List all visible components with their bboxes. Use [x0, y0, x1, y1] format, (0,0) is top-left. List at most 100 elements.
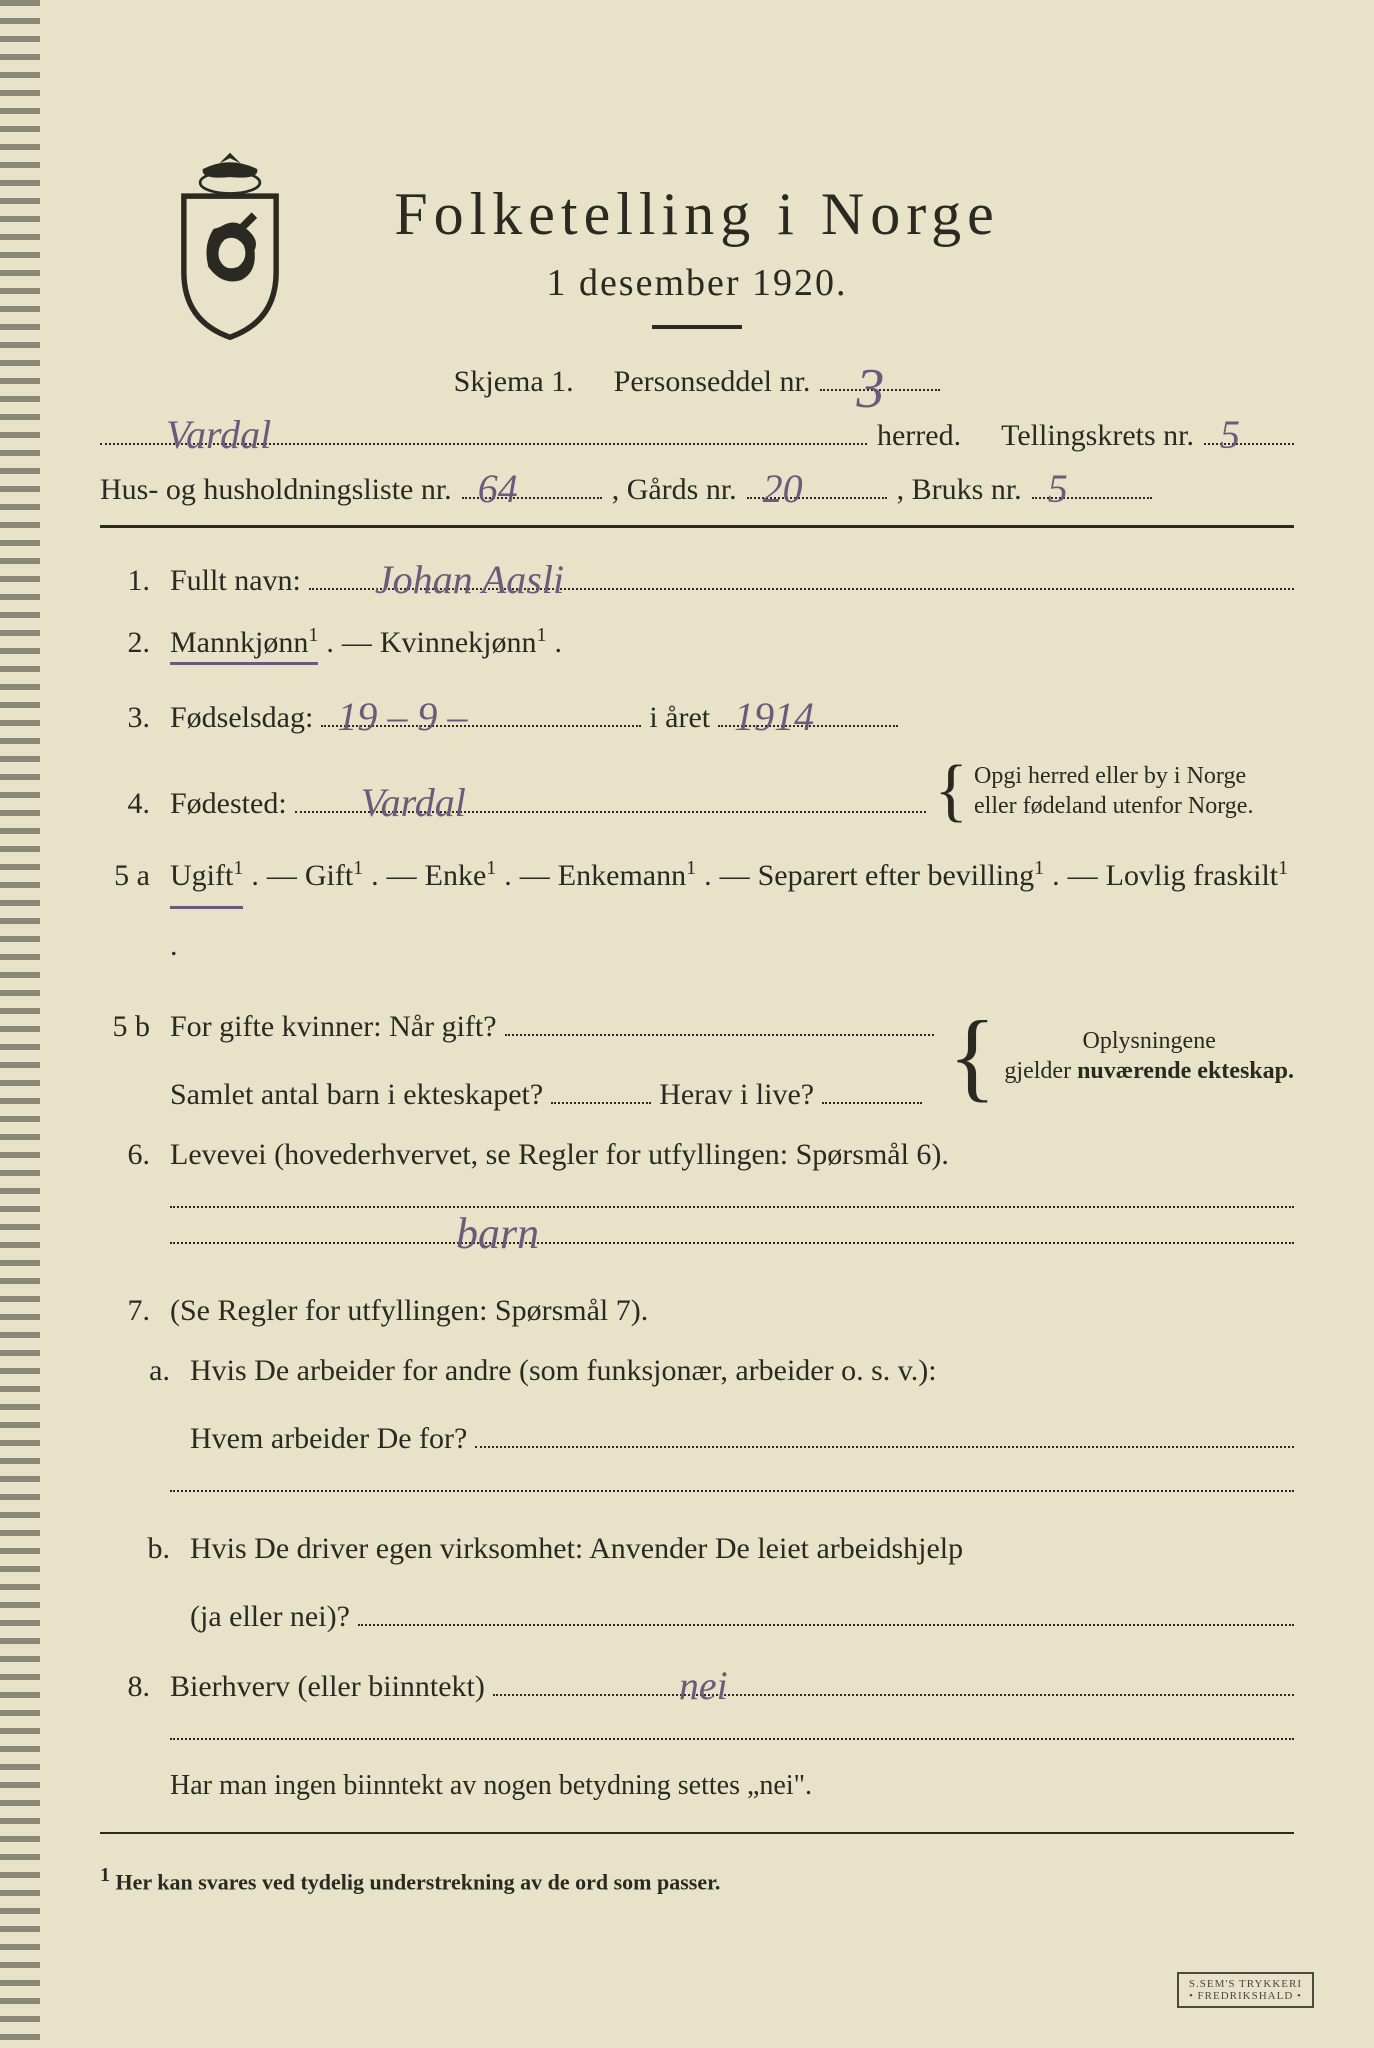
skjema-label: Skjema 1. — [454, 365, 574, 399]
header: Folketelling i Norge 1 desember 1920. — [100, 180, 1294, 329]
q5b-l1-field — [505, 1000, 935, 1036]
q6: 6. Levevei (hovederhvervet, se Regler fo… — [100, 1138, 1294, 1172]
q3-day-field: 19 – 9 – — [321, 691, 641, 727]
herred-field: Vardal — [100, 409, 867, 445]
q2-male: Mannkjønn1 — [170, 624, 318, 665]
q7a-letter: a. — [130, 1354, 170, 1388]
q5b-num: 5 b — [100, 1010, 150, 1044]
herred-label: herred. — [877, 419, 961, 453]
printer-stamp: S.SEM'S TRYKKERI• FREDRIKSHALD • — [1177, 1972, 1314, 2008]
q6-label: Levevei (hovederhvervet, se Regler for u… — [170, 1138, 949, 1172]
q4-label: Fødested: — [170, 787, 287, 821]
meta-row-2: Vardal herred. Tellingskrets nr. 5 — [100, 409, 1294, 453]
q4-field: Vardal — [295, 777, 927, 813]
q5a: 5 a Ugift1. — Gift1. — Enke1. — Enkemann… — [100, 847, 1294, 974]
q3-day-value: 19 – 9 – — [331, 693, 473, 729]
bruks-value: 5 — [1042, 465, 1074, 501]
coat-of-arms-icon — [160, 150, 300, 340]
q4-note: Opgi herred eller by i Norge eller fødel… — [974, 761, 1294, 821]
tellingskrets-field: 5 — [1204, 409, 1294, 445]
q8-num: 8. — [100, 1670, 150, 1704]
bruks-field: 5 — [1032, 463, 1152, 499]
divider-bottom — [100, 1832, 1294, 1834]
title-divider — [652, 325, 742, 329]
q8: 8. Bierhverv (eller biinntekt) nei — [100, 1660, 1294, 1704]
q5a-opt-fraskilt: Lovlig fraskilt1 — [1106, 847, 1288, 904]
herred-value: Vardal — [160, 411, 277, 447]
q7a-field — [475, 1412, 1294, 1448]
q7b: b. Hvis De driver egen virksomhet: Anven… — [130, 1532, 1294, 1634]
brace-icon: { — [934, 763, 968, 819]
q5a-opt-gift: Gift1 — [305, 847, 363, 904]
q7a-l2: Hvem arbeider De for? — [190, 1422, 467, 1456]
q5b: 5 b For gifte kvinner: Når gift? Samlet … — [100, 1000, 1294, 1112]
q4-note-wrap: { Opgi herred eller by i Norge eller fød… — [934, 761, 1294, 821]
bruks-label: , Bruks nr. — [897, 473, 1022, 507]
gards-label: , Gårds nr. — [612, 473, 737, 507]
q7a: a. Hvis De arbeider for andre (som funks… — [130, 1354, 1294, 1456]
q6-field-2 — [170, 1242, 1294, 1244]
q3-label: Fødselsdag: — [170, 701, 313, 735]
q5a-opt-ugift: Ugift1 — [170, 847, 243, 909]
q2: 2. Mannkjønn1. — Kvinnekjønn1. — [100, 624, 1294, 665]
footnote: 1 Her kan svares ved tydelig understrekn… — [100, 1864, 1294, 1895]
q3: 3. Fødselsdag: 19 – 9 – i året 1914 — [100, 691, 1294, 735]
q4-num: 4. — [100, 787, 150, 821]
q8-field: nei — [493, 1660, 1294, 1696]
q1-num: 1. — [100, 564, 150, 598]
q5a-opt-enke: Enke1 — [425, 847, 497, 904]
q7-label: (Se Regler for utfyllingen: Spørsmål 7). — [170, 1294, 648, 1328]
hus-label: Hus- og husholdningsliste nr. — [100, 473, 452, 507]
q5b-l1: For gifte kvinner: Når gift? — [170, 1010, 497, 1044]
q3-year-field: 1914 — [718, 691, 898, 727]
q6-num: 6. — [100, 1138, 150, 1172]
q4: 4. Fødested: Vardal { Opgi herred eller … — [100, 761, 1294, 821]
q1-label: Fullt navn: — [170, 564, 301, 598]
q7-num: 7. — [100, 1294, 150, 1328]
q6-field: barn — [170, 1206, 1294, 1208]
q3-year-value: 1914 — [728, 693, 820, 729]
q4-value: Vardal — [355, 779, 472, 815]
tellingskrets-label: Tellingskrets nr. — [1001, 419, 1194, 453]
q5b-l2a: Samlet antal barn i ekteskapet? — [170, 1078, 543, 1112]
q5b-l2b: Herav i live? — [659, 1078, 814, 1112]
q8-value: nei — [673, 1662, 734, 1698]
q1-value: Johan Aasli — [369, 556, 570, 592]
q5a-opt-separert: Separert efter bevilling1 — [758, 847, 1045, 904]
q1: 1. Fullt navn: Johan Aasli — [100, 554, 1294, 598]
q2-num: 2. — [100, 626, 150, 660]
personseddel-value: 3 — [850, 357, 890, 393]
q7b-l2: (ja eller nei)? — [190, 1600, 350, 1634]
q7a-field-2 — [170, 1490, 1294, 1492]
q1-field: Johan Aasli — [309, 554, 1294, 590]
gards-value: 20 — [757, 465, 809, 501]
meta-row-1: Skjema 1. Personseddel nr. 3 — [100, 355, 1294, 399]
q7: 7. (Se Regler for utfyllingen: Spørsmål … — [100, 1294, 1294, 1328]
meta-row-3: Hus- og husholdningsliste nr. 64 , Gårds… — [100, 463, 1294, 507]
personseddel-label: Personseddel nr. — [614, 365, 811, 399]
q5a-num: 5 a — [100, 859, 150, 893]
gards-field: 20 — [747, 463, 887, 499]
q5b-note: Oplysningene gjelder nuværende ekteskap. — [1004, 1026, 1294, 1086]
q3-mid: i året — [649, 701, 710, 735]
tellingskrets-value: 5 — [1214, 411, 1246, 447]
q7a-l1: Hvis De arbeider for andre (som funksjon… — [190, 1354, 937, 1388]
divider-top — [100, 525, 1294, 528]
q5b-l2b-field — [822, 1068, 922, 1104]
q5b-note-wrap: { Oplysningene gjelder nuværende ekteska… — [948, 1016, 1294, 1096]
hus-field: 64 — [462, 463, 602, 499]
q7b-l1: Hvis De driver egen virksomhet: Anvender… — [190, 1532, 963, 1566]
q5b-l2a-field — [551, 1068, 651, 1104]
q8-label: Bierhverv (eller biinntekt) — [170, 1670, 485, 1704]
census-form: Folketelling i Norge 1 desember 1920. Sk… — [100, 180, 1294, 1895]
q7b-field — [358, 1590, 1294, 1626]
brace-icon: { — [948, 1016, 996, 1096]
q2-female: Kvinnekjønn1 — [380, 624, 547, 660]
personseddel-field: 3 — [820, 355, 940, 391]
hus-value: 64 — [472, 465, 524, 501]
q3-num: 3. — [100, 701, 150, 735]
q7b-letter: b. — [130, 1532, 170, 1566]
binding-edge — [0, 0, 40, 2048]
q8-field-2 — [170, 1738, 1294, 1740]
tail-hint: Har man ingen biinntekt av nogen betydni… — [170, 1770, 1294, 1802]
